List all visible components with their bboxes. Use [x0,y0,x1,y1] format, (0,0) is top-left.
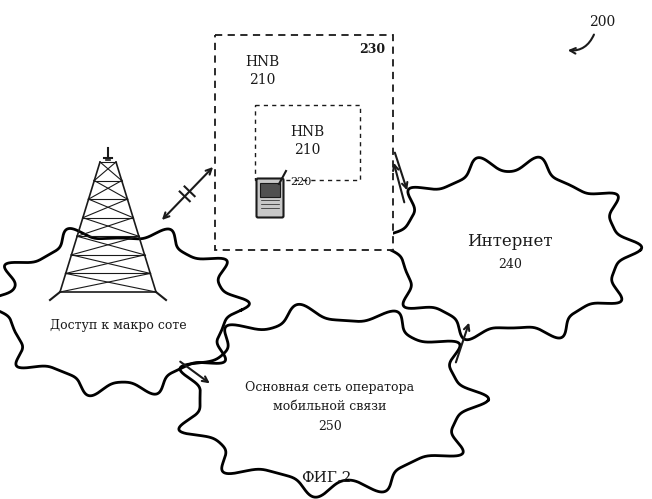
Text: мобильной связи: мобильной связи [273,400,387,413]
Text: Интернет: Интернет [467,234,553,250]
Text: Основная сеть оператора: Основная сеть оператора [245,382,415,395]
Text: 220: 220 [290,177,312,187]
Text: 200: 200 [589,15,615,29]
Text: 210: 210 [249,73,275,87]
Text: 210: 210 [294,143,320,157]
FancyBboxPatch shape [256,179,284,218]
Text: 230: 230 [359,42,385,55]
Polygon shape [379,157,642,340]
Polygon shape [179,304,488,497]
FancyBboxPatch shape [260,183,280,197]
Text: ФИГ.2: ФИГ.2 [301,471,351,485]
FancyBboxPatch shape [215,35,393,250]
Text: Доступ к макро соте: Доступ к макро соте [50,318,186,331]
FancyBboxPatch shape [255,105,360,180]
Text: 240: 240 [498,257,522,270]
Text: HNB: HNB [245,55,279,69]
Text: HNB: HNB [290,125,324,139]
Polygon shape [0,229,250,396]
Text: 250: 250 [318,420,342,433]
